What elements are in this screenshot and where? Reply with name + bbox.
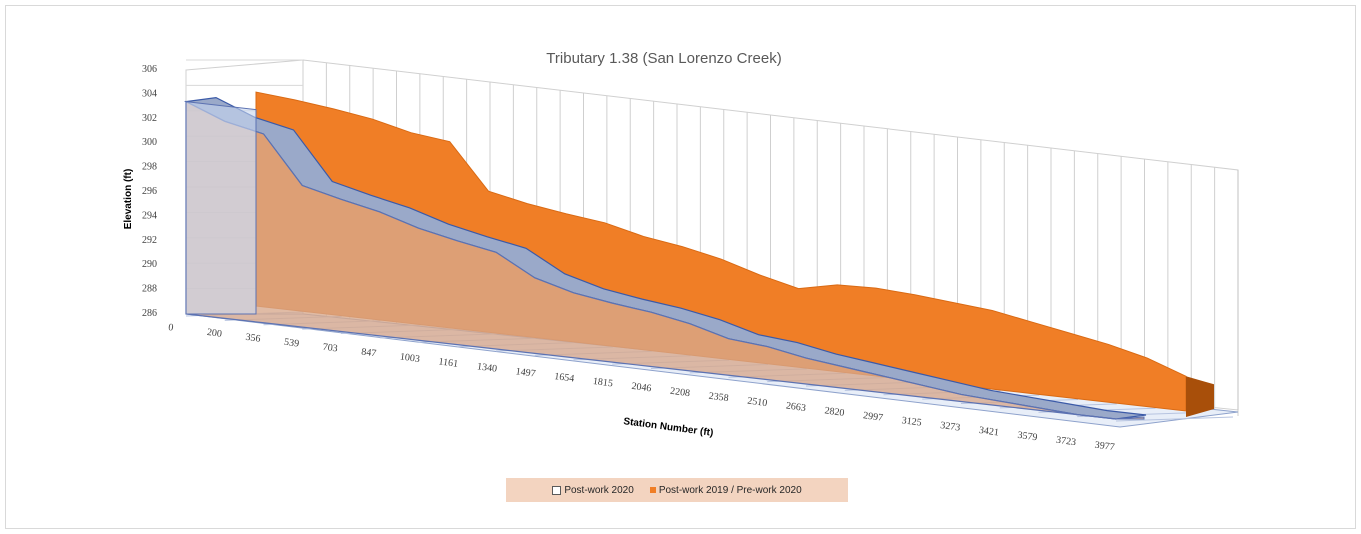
series-orange-end: [1186, 376, 1214, 417]
x-tick-label: 2663: [785, 400, 806, 414]
series-blue-end-face: [1115, 416, 1145, 420]
legend-label-post-work-2020: Post-work 2020: [564, 484, 634, 496]
y-tick-label: 286: [142, 308, 157, 319]
x-tick-label: 0: [168, 322, 174, 334]
x-tick-label: 2820: [824, 405, 845, 419]
x-tick-label: 1815: [592, 376, 613, 390]
y-tick-label: 304: [142, 88, 157, 99]
series-blue-area: [185, 100, 1117, 420]
x-tick-label: 3723: [1055, 435, 1076, 449]
y-tick-label: 306: [142, 64, 157, 75]
x-tick-label: 3579: [1017, 430, 1038, 444]
x-tick-label: 2208: [669, 386, 690, 400]
series-post-work-2020: [184, 96, 1147, 420]
x-tick-label: 539: [283, 337, 299, 350]
floor-divider: [1115, 416, 1234, 422]
y-tick-label: 302: [142, 113, 157, 124]
x-tick-label: 1654: [554, 371, 575, 385]
x-tick-label: 1003: [399, 351, 420, 365]
legend-item-post-work-2019: Post-work 2019 / Pre-work 2020: [649, 484, 802, 496]
x-tick-label: 2046: [631, 381, 652, 395]
legend-label-post-work-2019: Post-work 2019 / Pre-work 2020: [658, 484, 802, 496]
x-tick-label: 2510: [747, 396, 768, 410]
y-tick-label: 300: [142, 137, 157, 148]
chart-title: Tributary 1.38 (San Lorenzo Creek): [546, 50, 781, 67]
x-tick-label: 1340: [476, 361, 497, 375]
legend-swatch-outline: [552, 485, 562, 495]
legend-item-post-work-2020: Post-work 2020: [552, 484, 634, 496]
x-axis-ticks: 0 200 356 539 703 847 1003 1161 1340 1497 1654 1815…: [168, 322, 1116, 453]
y-axis-title: Elevation (ft): [123, 169, 134, 230]
x-tick-label: 2358: [708, 391, 729, 405]
y-tick-label: 292: [142, 235, 157, 246]
y-tick-label: 296: [142, 186, 157, 197]
x-tick-label: 3273: [940, 420, 961, 434]
x-tick-label: 3421: [978, 425, 999, 439]
x-axis-title: Station Number (ft): [623, 416, 714, 439]
x-tick-label: 703: [322, 342, 338, 355]
y-axis-ticks: 286 288 290 292 294 296 298 300 302 304 306: [142, 64, 157, 319]
x-tick-label: 2997: [862, 410, 883, 424]
x-tick-label: 356: [245, 332, 261, 345]
x-tick-label: 1497: [515, 366, 536, 380]
x-tick-label: 1161: [438, 356, 459, 369]
x-tick-label: 3977: [1094, 440, 1115, 454]
legend: Post-work 2020 Post-work 2019 / Pre-work…: [506, 478, 848, 502]
y-tick-label: 288: [142, 284, 157, 295]
x-tick-label: 3125: [901, 415, 922, 429]
y-tick-label: 298: [142, 162, 157, 173]
y-tick-label: 294: [142, 210, 157, 221]
y-tick-label: 290: [142, 259, 157, 270]
x-tick-label: 200: [206, 327, 222, 340]
legend-swatch-orange: [649, 487, 656, 493]
series-blue-start-face: [185, 101, 257, 315]
x-tick-label: 847: [361, 347, 377, 360]
